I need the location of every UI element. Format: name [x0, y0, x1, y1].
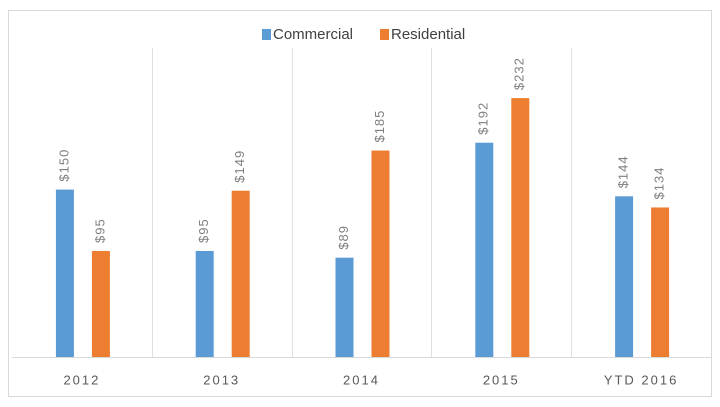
- legend-swatch: [380, 29, 389, 40]
- data-label: $232: [512, 57, 527, 90]
- data-label: $144: [616, 155, 631, 188]
- x-tick-label: 2013: [203, 372, 240, 387]
- data-label: $149: [232, 150, 247, 183]
- legend-label: Commercial: [273, 26, 353, 43]
- data-label: $95: [196, 218, 211, 243]
- bar: [91, 250, 110, 357]
- x-tick-label: 2014: [343, 372, 380, 387]
- legend-swatch: [262, 29, 271, 40]
- bar: [231, 190, 250, 357]
- bar: [651, 207, 670, 357]
- chart-border: [8, 10, 712, 397]
- bar: [195, 250, 214, 357]
- bar: [475, 142, 494, 357]
- x-tick-label: YTD 2016: [604, 372, 679, 387]
- legend-label: Residential: [391, 26, 465, 43]
- bar: [615, 196, 634, 357]
- bar: [371, 150, 390, 357]
- bar: [511, 98, 530, 357]
- data-label: $150: [56, 149, 71, 182]
- data-label: $95: [92, 218, 107, 243]
- data-label: $192: [476, 102, 491, 135]
- data-label: $134: [652, 167, 667, 200]
- bar: [55, 189, 74, 357]
- x-tick-label: 2015: [483, 372, 520, 387]
- data-label: $185: [372, 110, 387, 143]
- x-tick-label: 2012: [63, 372, 100, 387]
- data-label: $89: [336, 225, 351, 250]
- bar: [335, 257, 354, 357]
